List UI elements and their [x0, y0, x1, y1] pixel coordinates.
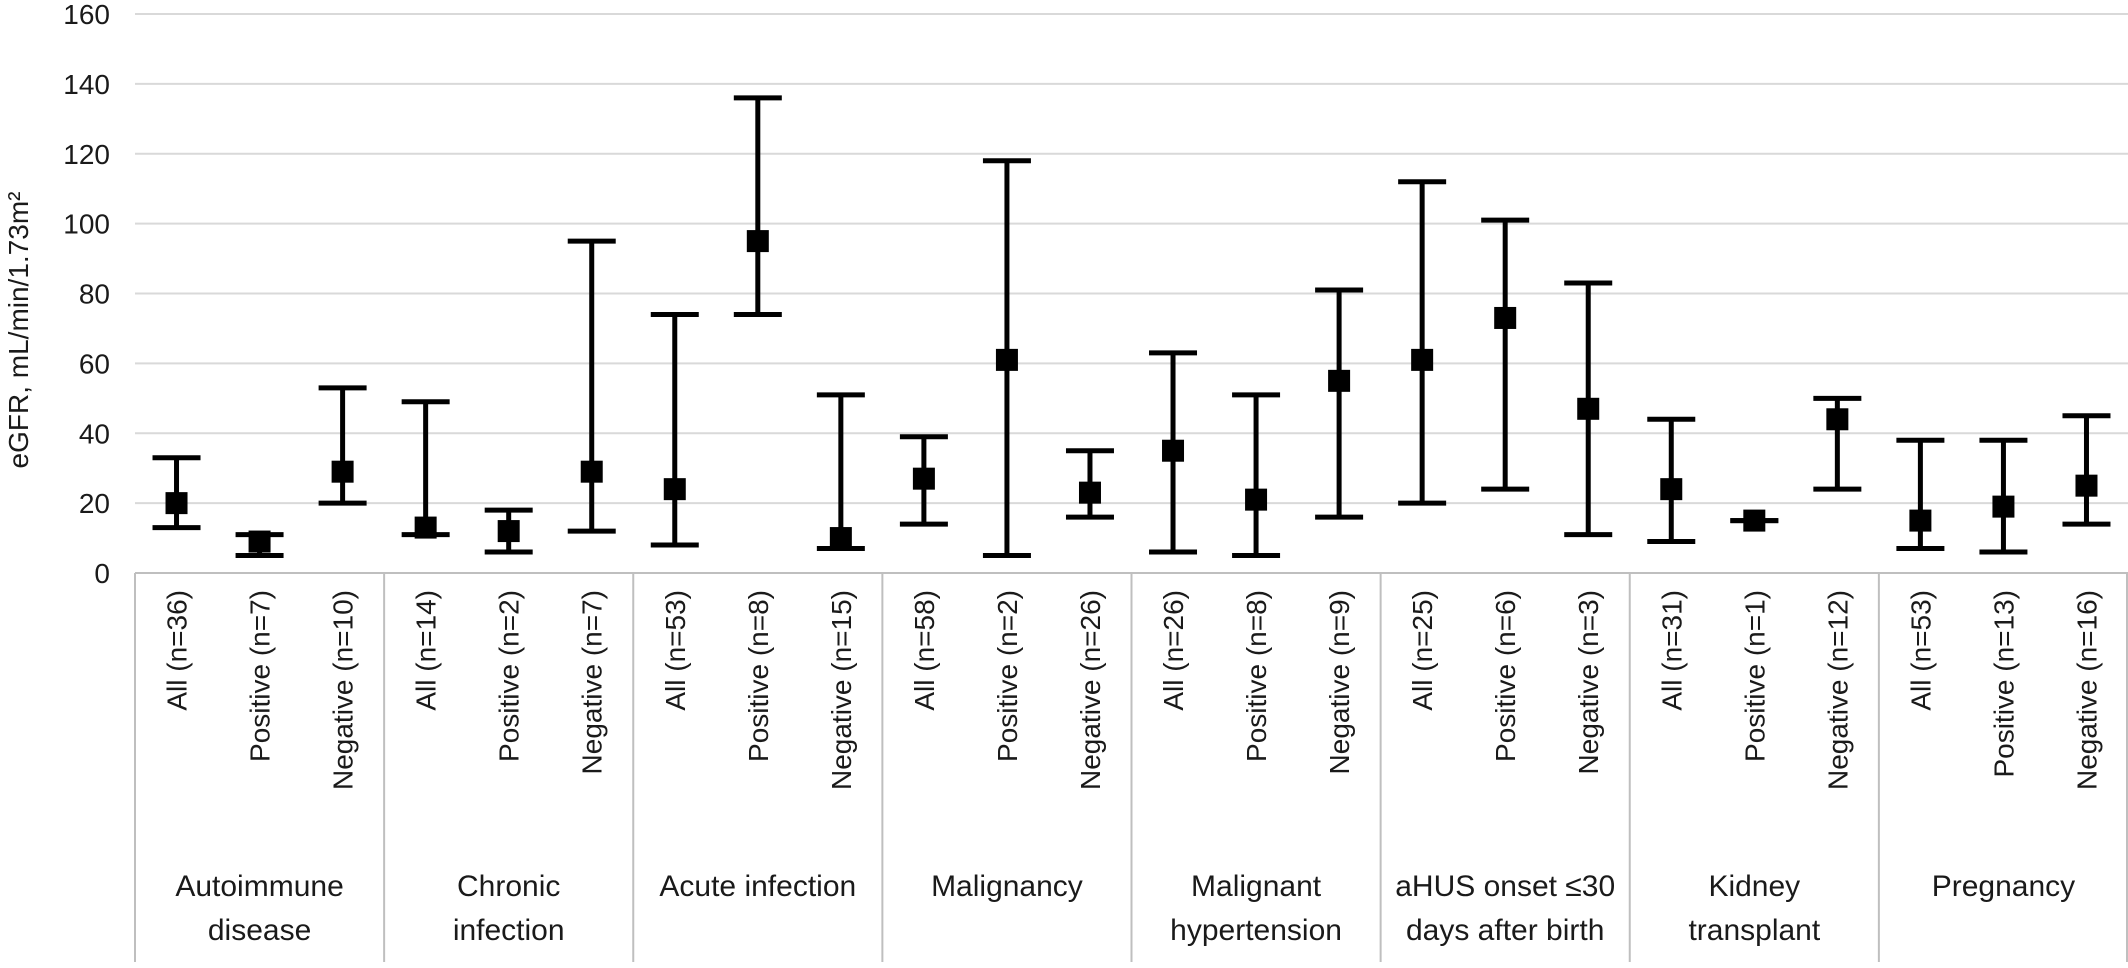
category-label: Negative (n=16)	[2071, 590, 2102, 790]
group-label: days after birth	[1406, 914, 1604, 947]
data-point	[663, 478, 686, 501]
data-point	[331, 460, 354, 483]
group-label: Kidney	[1708, 870, 1800, 903]
y-tick-label: 120	[63, 139, 110, 170]
category-label: Negative (n=12)	[1822, 590, 1853, 790]
data-point	[248, 530, 271, 553]
data-point	[829, 527, 852, 550]
y-tick-label: 40	[79, 418, 110, 449]
category-label: All (n=53)	[660, 590, 691, 711]
group-label: transplant	[1688, 914, 1820, 947]
gridlines	[135, 13, 2128, 505]
data-point	[2075, 474, 2098, 497]
group-label: Autoimmune	[175, 870, 343, 903]
group-label: Malignant	[1191, 870, 1322, 903]
y-axis-label: eGFR, mL/min/1.73m²	[3, 192, 34, 469]
data-point	[746, 230, 769, 253]
category-label: All (n=26)	[1158, 590, 1189, 711]
data-point	[1660, 478, 1683, 501]
category-label: Negative (n=7)	[577, 590, 608, 774]
data-point	[1245, 488, 1268, 511]
category-label: Negative (n=9)	[1324, 590, 1355, 774]
data-point	[497, 520, 520, 543]
category-label: Negative (n=26)	[1075, 590, 1106, 790]
category-label: All (n=58)	[909, 590, 940, 711]
data-point	[1992, 495, 2015, 518]
x-axis: All (n=36) Positive (n=7) Negative (n=10) A…	[134, 572, 2128, 962]
data-point	[1078, 481, 1101, 504]
data-point	[1577, 397, 1600, 420]
data-marks	[152, 95, 2111, 559]
data-point	[580, 460, 603, 483]
group-label: hypertension	[1170, 914, 1342, 947]
group-label: Chronic	[457, 870, 560, 903]
data-point	[1909, 509, 1932, 532]
category-label: Positive (n=2)	[494, 590, 525, 762]
category-label: Positive (n=6)	[1490, 590, 1521, 762]
category-label: All (n=25)	[1407, 590, 1438, 711]
category-label: Positive (n=13)	[1988, 590, 2019, 778]
category-label: Positive (n=8)	[743, 590, 774, 762]
group-label: Malignancy	[931, 870, 1083, 903]
data-point	[1743, 509, 1766, 532]
data-point	[165, 492, 188, 515]
category-label: Positive (n=2)	[992, 590, 1023, 762]
data-point	[1328, 369, 1351, 392]
y-tick-label: 80	[79, 279, 110, 310]
data-point	[995, 348, 1018, 371]
group-label: aHUS onset ≤30	[1395, 870, 1615, 903]
category-label: Negative (n=10)	[328, 590, 359, 790]
data-point	[1494, 306, 1517, 329]
category-label: Positive (n=8)	[1241, 590, 1272, 762]
y-tick-label: 0	[94, 558, 110, 589]
category-label: Negative (n=15)	[826, 590, 857, 790]
group-label: Acute infection	[659, 870, 856, 903]
data-point	[414, 516, 437, 539]
category-label: Negative (n=3)	[1573, 590, 1604, 774]
group-label: Pregnancy	[1932, 870, 2075, 903]
group-label: infection	[453, 914, 565, 947]
category-label: All (n=53)	[1905, 590, 1936, 711]
y-tick-label: 60	[79, 348, 110, 379]
data-point	[1162, 439, 1185, 462]
category-label: All (n=36)	[162, 590, 193, 711]
category-label: All (n=31)	[1656, 590, 1687, 711]
y-tick-label: 160	[63, 0, 110, 30]
y-tick-label: 20	[79, 488, 110, 519]
group-label: disease	[208, 914, 311, 947]
data-point	[1411, 348, 1434, 371]
data-point	[1826, 408, 1849, 431]
y-tick-label: 140	[63, 69, 110, 100]
y-tick-label: 100	[63, 209, 110, 240]
y-axis: 0 20 40 60 80 100 120 140 160	[63, 0, 110, 589]
category-label: Positive (n=7)	[245, 590, 276, 762]
category-label: All (n=14)	[411, 590, 442, 711]
data-point	[912, 467, 935, 490]
category-label: Positive (n=1)	[1739, 590, 1770, 762]
